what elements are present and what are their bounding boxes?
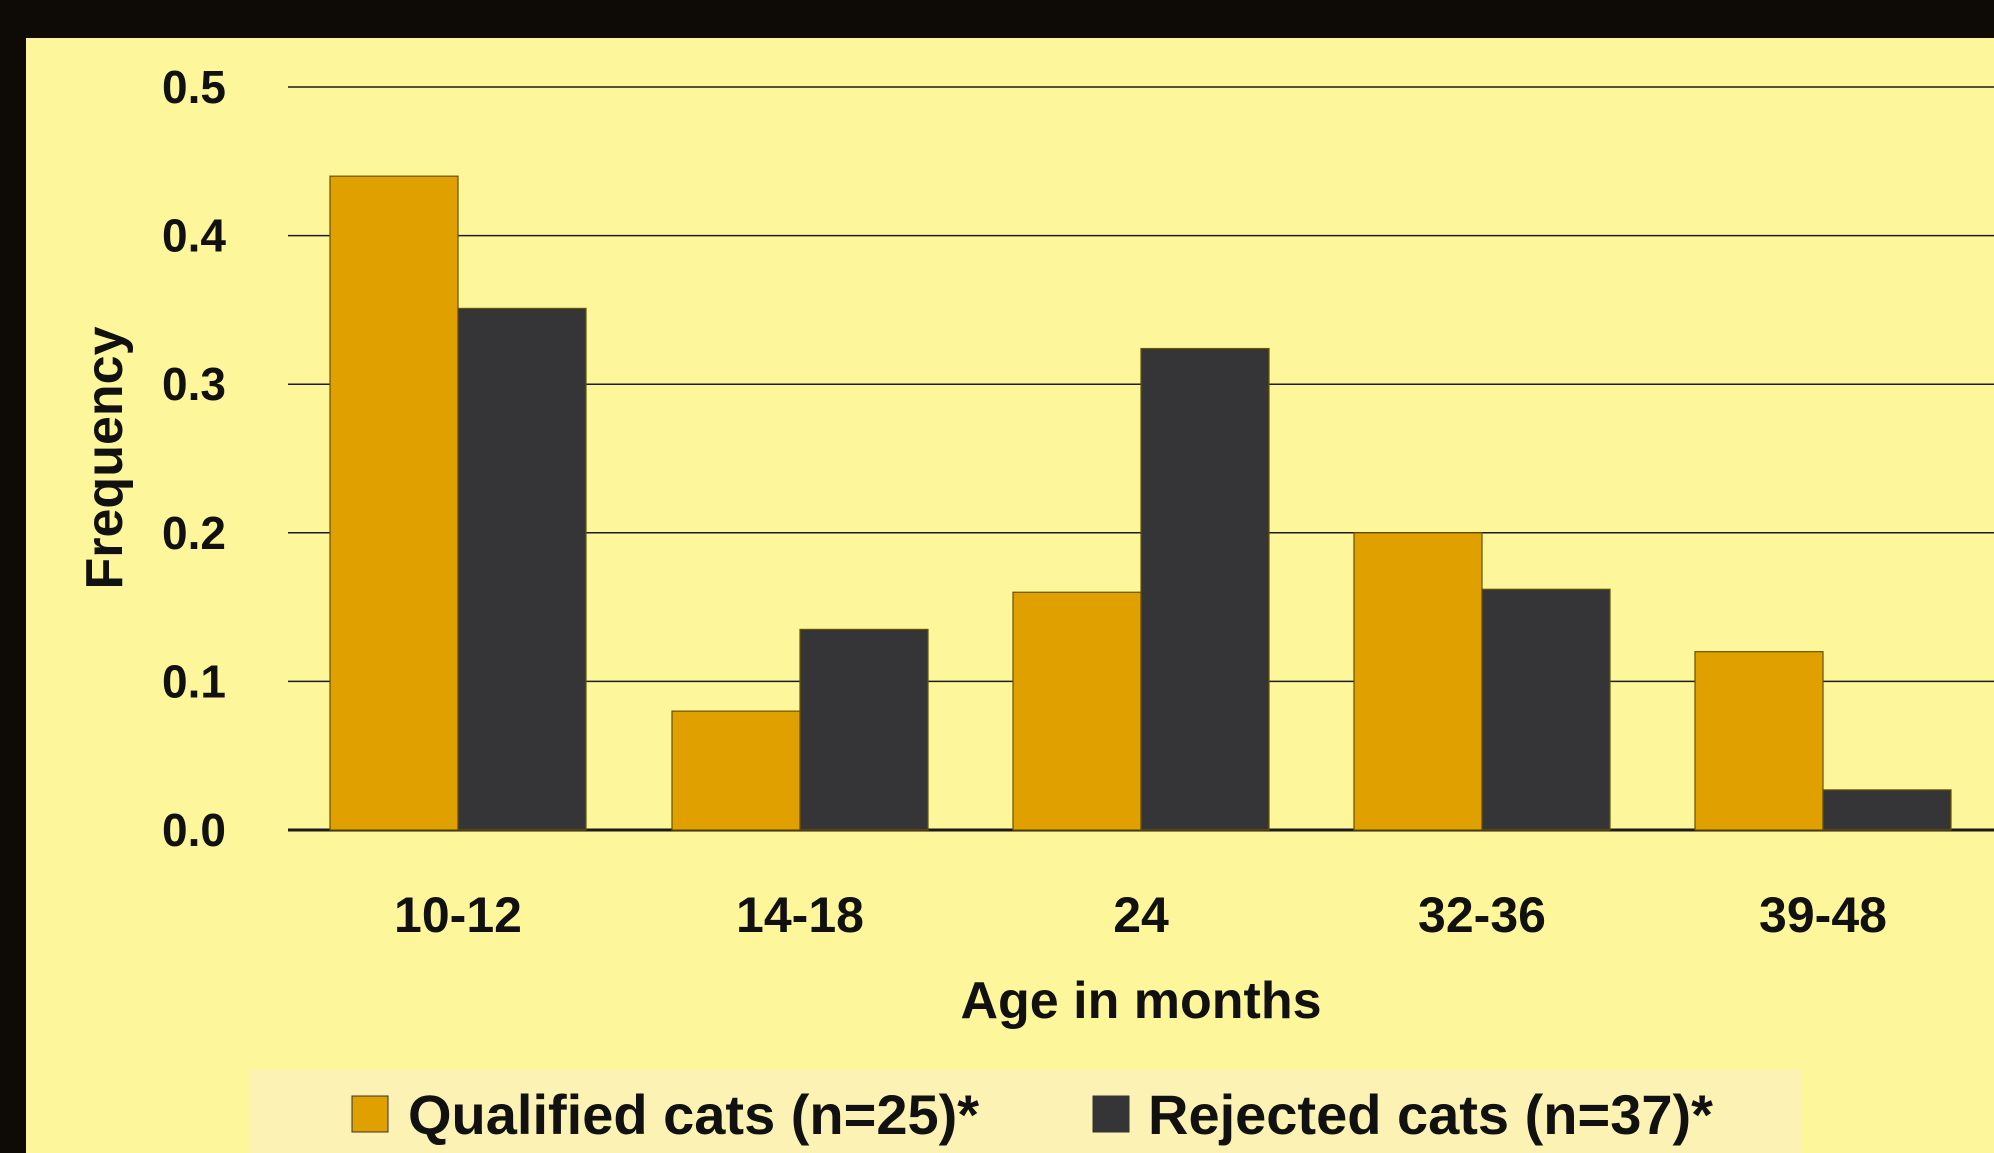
bar-rejected	[799, 628, 929, 831]
x-tick-label: 14-18	[736, 887, 864, 943]
y-tick-label: 0.3	[162, 358, 226, 410]
bar-qualified	[1694, 651, 1824, 831]
legend	[250, 1070, 1802, 1153]
legend-label: Qualified cats (n=25)*	[408, 1083, 979, 1146]
x-tick-label: 24	[1113, 887, 1169, 943]
y-tick-label: 0.4	[162, 210, 226, 262]
bar-rejected	[1822, 789, 1952, 831]
bar-qualified	[329, 175, 459, 831]
x-tick-label: 10-12	[394, 887, 522, 943]
y-tick-label: 0.2	[162, 507, 226, 559]
legend-label: Rejected cats (n=37)*	[1148, 1083, 1713, 1146]
x-tick-label: 32-36	[1418, 887, 1546, 943]
legend-swatch	[351, 1095, 389, 1133]
y-tick-label: 0.1	[162, 655, 226, 707]
y-tick-label: 0.5	[162, 61, 226, 113]
bar-rejected	[457, 307, 587, 831]
x-tick-label: 39-48	[1759, 887, 1887, 943]
bar-qualified	[1353, 532, 1483, 831]
bar-qualified	[671, 710, 801, 831]
bar-rejected	[1140, 347, 1270, 831]
bar-rejected	[1481, 588, 1611, 831]
bar-qualified	[1012, 591, 1142, 831]
y-axis-title: Frequency	[76, 326, 134, 589]
x-axis-title: Age in months	[960, 972, 1321, 1030]
legend-swatch	[1092, 1095, 1130, 1133]
y-tick-label: 0.0	[162, 804, 226, 856]
